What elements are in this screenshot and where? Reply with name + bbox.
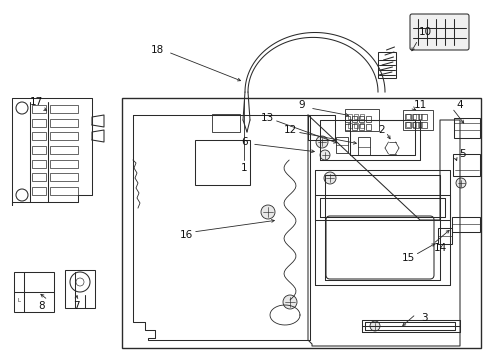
Text: L: L (18, 298, 21, 303)
Text: 9: 9 (298, 100, 305, 110)
FancyBboxPatch shape (409, 14, 468, 50)
Bar (402, 110, 432, 130)
Bar (451, 217, 479, 232)
Bar (357, 137, 369, 155)
Text: 5: 5 (458, 149, 465, 159)
Bar (359, 114, 363, 119)
Bar (411, 114, 415, 119)
Circle shape (261, 205, 274, 219)
Bar (32, 105, 46, 113)
Text: 6: 6 (241, 137, 248, 147)
Text: 17: 17 (29, 97, 42, 107)
Bar (50, 105, 78, 113)
Bar (420, 114, 426, 120)
Text: 10: 10 (418, 27, 431, 37)
Bar (32, 119, 46, 127)
Bar (365, 116, 370, 122)
Bar (412, 114, 418, 120)
Circle shape (455, 178, 465, 188)
Bar (122, 98, 480, 348)
Bar (353, 114, 357, 119)
Bar (50, 119, 78, 127)
Bar (347, 123, 351, 128)
Bar (420, 122, 426, 128)
Bar (365, 124, 370, 130)
Text: 11: 11 (412, 100, 426, 110)
Bar (32, 146, 46, 154)
Text: 7: 7 (73, 301, 79, 311)
Bar (345, 124, 349, 130)
Bar (411, 122, 415, 127)
Circle shape (283, 295, 296, 309)
Circle shape (324, 172, 335, 184)
Bar (32, 160, 46, 168)
Bar (359, 123, 363, 128)
Bar (14, 272, 54, 312)
Text: 16: 16 (179, 230, 192, 240)
Bar (437, 228, 451, 244)
Bar (404, 114, 410, 120)
Bar (50, 173, 78, 181)
Text: 8: 8 (39, 301, 45, 311)
Bar (50, 187, 78, 195)
Bar (32, 187, 46, 195)
Bar (50, 132, 78, 140)
Circle shape (315, 136, 327, 148)
Bar (345, 116, 349, 122)
Bar (345, 109, 378, 131)
Circle shape (369, 321, 379, 331)
Text: 14: 14 (432, 243, 446, 253)
Bar (50, 160, 78, 168)
Bar (195, 140, 249, 185)
Bar (452, 154, 479, 176)
Bar (377, 52, 395, 78)
Text: 13: 13 (260, 113, 273, 123)
Text: 3: 3 (420, 313, 427, 323)
Bar (404, 122, 410, 128)
Bar (358, 116, 363, 122)
Bar (32, 132, 46, 140)
Bar (50, 146, 78, 154)
Text: 4: 4 (456, 100, 462, 110)
Bar (405, 114, 409, 119)
Text: 2: 2 (378, 125, 385, 135)
Text: 15: 15 (401, 253, 414, 263)
Circle shape (319, 150, 329, 160)
Bar (212, 114, 240, 132)
Bar (351, 116, 356, 122)
Bar (335, 137, 347, 153)
Text: 1: 1 (240, 163, 247, 173)
Bar (417, 122, 421, 127)
Text: 18: 18 (150, 45, 163, 55)
Bar (347, 114, 351, 119)
Bar (353, 123, 357, 128)
Bar (358, 124, 363, 130)
Bar (417, 114, 421, 119)
Bar (405, 122, 409, 127)
Bar (412, 122, 418, 128)
Text: 12: 12 (283, 125, 296, 135)
Bar (65, 270, 95, 308)
Bar (351, 124, 356, 130)
Bar (453, 118, 479, 138)
Bar (32, 173, 46, 181)
